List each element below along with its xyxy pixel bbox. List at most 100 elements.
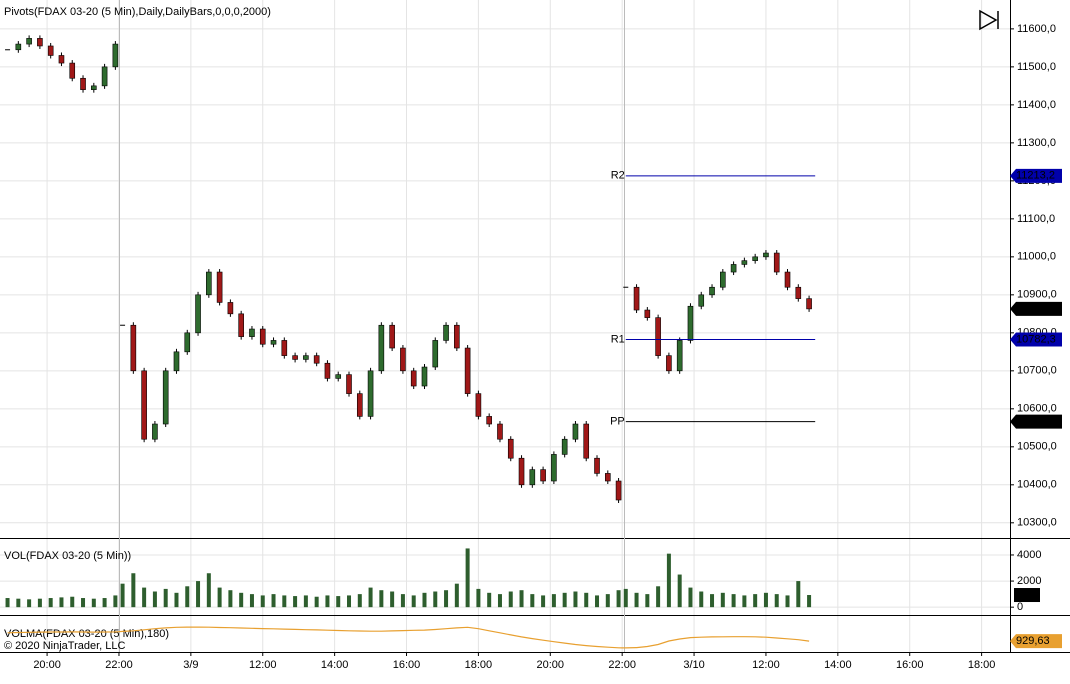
volume-bar (196, 581, 201, 608)
y-tick-label: 10300,0 (1017, 517, 1057, 529)
volume-bar (16, 598, 21, 608)
candle (698, 294, 705, 307)
candle (676, 340, 683, 372)
volume-bar (174, 592, 179, 608)
volume-bar (807, 595, 812, 608)
candle (130, 324, 137, 372)
volume-bar (710, 594, 715, 608)
candle (173, 351, 180, 372)
candle (47, 45, 54, 56)
last-price-tag-bg (1010, 301, 1062, 316)
volume-bar (81, 598, 86, 608)
candle (367, 370, 374, 417)
x-tick-label: 3/9 (183, 659, 198, 671)
play-icon[interactable] (979, 9, 999, 31)
candle (432, 340, 439, 368)
candle (594, 457, 600, 474)
candle (346, 374, 352, 394)
candle (604, 473, 611, 482)
volume-bar (656, 586, 661, 608)
x-tick-label: 20:00 (537, 659, 565, 671)
volume-bar (163, 588, 168, 608)
candle (335, 374, 342, 379)
candle (540, 469, 546, 482)
last-volume-tag-bg (1014, 588, 1040, 603)
volume-bar (422, 592, 427, 608)
volume-bar (616, 590, 621, 608)
candle (763, 252, 769, 258)
volume-bar (152, 591, 157, 608)
candle (112, 43, 119, 68)
candle (26, 38, 32, 45)
candle (583, 423, 590, 459)
volume-bar (260, 595, 265, 608)
copyright: © 2020 NinjaTrader, LLC (4, 640, 125, 652)
volume-bar (271, 594, 276, 608)
candle (184, 332, 191, 353)
volume-bar (37, 598, 42, 608)
volume-bar (584, 592, 589, 608)
volma-value-tag-bg (1010, 634, 1062, 649)
y-tick-label: 10900,0 (1017, 289, 1057, 301)
candle (37, 38, 43, 47)
volume-bar (465, 548, 470, 608)
volume-bar (541, 595, 546, 608)
x-tick-label: 16:00 (393, 659, 421, 671)
y-tick-label: 2000 (1017, 575, 1041, 587)
candle (773, 252, 780, 273)
candle (227, 302, 234, 315)
x-tick-label: 18:00 (465, 659, 493, 671)
volume-bar (303, 595, 308, 608)
volume-bar (595, 595, 600, 608)
grid-layer (0, 0, 1010, 652)
candle (795, 286, 802, 299)
candle (615, 480, 622, 501)
volume-bar (562, 592, 567, 608)
pivot-value-tag-bg (1010, 332, 1062, 347)
candle (324, 362, 331, 379)
volume-bar (720, 592, 725, 608)
candle (238, 313, 244, 337)
candle (687, 305, 694, 341)
candle (572, 423, 579, 440)
x-tick-label: 3/10 (683, 659, 704, 671)
candle (101, 66, 108, 87)
last-volume-tag: 931 (1016, 589, 1034, 601)
candle (486, 416, 492, 425)
volume-bar (293, 596, 298, 608)
candle (356, 393, 363, 417)
last-price-tag: 10863,0 (1016, 303, 1056, 315)
volma-line (7, 626, 810, 649)
pivot-value-tag-bg (1010, 168, 1062, 183)
y-tick-label: 11300,0 (1017, 137, 1056, 149)
volume-bar (623, 588, 628, 608)
x-tick-label: 12:00 (752, 659, 780, 671)
candle (259, 328, 266, 345)
volume-bar (142, 587, 147, 608)
candle (69, 62, 76, 79)
y-tick-label: 4000 (1017, 549, 1041, 561)
pivot-label: R1 (611, 333, 625, 345)
volume-bar (497, 594, 502, 608)
candle (507, 438, 514, 459)
volume-bar (206, 573, 211, 608)
candle (464, 347, 471, 394)
volume-bar (763, 592, 768, 608)
y-tick-label: 11500,0 (1017, 61, 1056, 73)
candle (410, 370, 417, 387)
volume-bar (249, 594, 254, 608)
candle (216, 271, 223, 303)
candle (518, 457, 525, 486)
volume-bar (347, 595, 352, 608)
volume-bar (113, 595, 118, 608)
y-tick-label: 10700,0 (1017, 365, 1057, 377)
x-tick-label: 20:00 (33, 659, 61, 671)
candle (730, 264, 737, 273)
candle (655, 317, 661, 356)
candle (497, 423, 503, 440)
x-tick-label: 22:00 (608, 659, 636, 671)
x-tick-label: 12:00 (249, 659, 277, 671)
volume-bar (645, 594, 650, 608)
volume-bar (131, 573, 136, 608)
